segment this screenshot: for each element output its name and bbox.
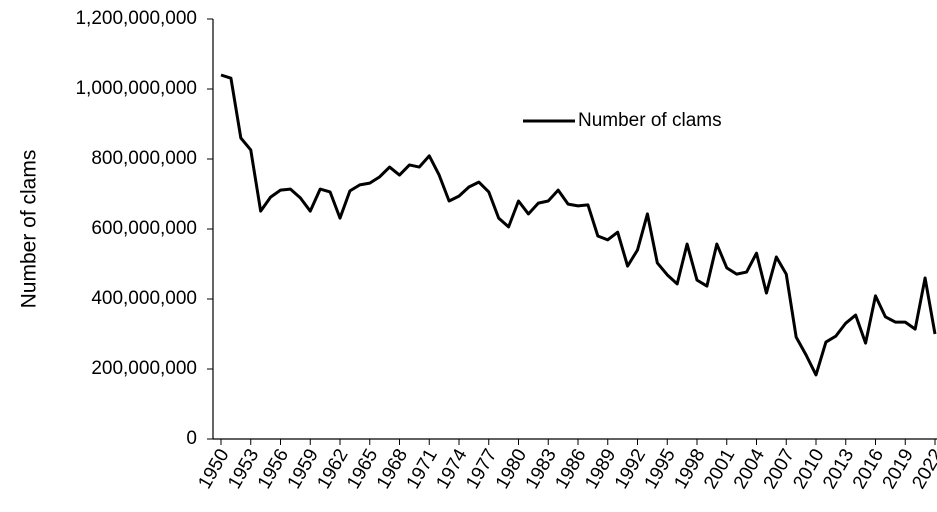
x-tick-label: 2001 xyxy=(700,446,739,493)
x-tick-label: 1962 xyxy=(313,446,352,493)
x-tick-label: 2022 xyxy=(908,446,937,493)
y-tick-label: 0 xyxy=(186,428,197,449)
x-tick-label: 1992 xyxy=(611,446,650,493)
y-tick-label: 600,000,000 xyxy=(91,218,197,239)
x-tick-label: 2013 xyxy=(819,446,858,493)
x-tick-label: 2016 xyxy=(849,446,888,493)
y-tick-label: 800,000,000 xyxy=(91,148,197,169)
legend-label: Number of clams xyxy=(578,110,722,131)
x-tick-label: 1950 xyxy=(194,446,233,493)
x-tick-label: 1959 xyxy=(284,446,323,493)
x-tick-label: 2019 xyxy=(879,446,918,493)
x-tick-label: 1953 xyxy=(224,446,263,493)
x-tick-label: 1998 xyxy=(670,446,709,493)
y-axis-label: Number of clams xyxy=(18,150,41,309)
x-tick-label: 1986 xyxy=(551,446,590,493)
x-tick-label: 1956 xyxy=(254,446,293,493)
x-tick-label: 1995 xyxy=(641,446,680,493)
x-tick-label: 1980 xyxy=(492,446,531,493)
x-tick-label: 1968 xyxy=(373,446,412,493)
x-tick-label: 2007 xyxy=(760,446,799,493)
y-tick-label: 1,000,000,000 xyxy=(75,78,197,99)
x-tick-label: 1983 xyxy=(522,446,561,493)
y-tick-label: 200,000,000 xyxy=(91,358,197,379)
x-tick-label: 1989 xyxy=(581,446,620,493)
x-tick-label: 1965 xyxy=(343,446,382,493)
y-tick-label: 1,200,000,000 xyxy=(75,8,197,29)
x-tick-label: 1977 xyxy=(462,446,501,493)
x-tick-label: 2010 xyxy=(789,446,828,493)
x-tick-label: 1974 xyxy=(432,445,472,492)
x-tick-label: 1971 xyxy=(403,446,442,493)
x-tick-label: 2004 xyxy=(730,445,770,492)
y-tick-label: 400,000,000 xyxy=(91,288,197,309)
data-line xyxy=(220,73,937,377)
